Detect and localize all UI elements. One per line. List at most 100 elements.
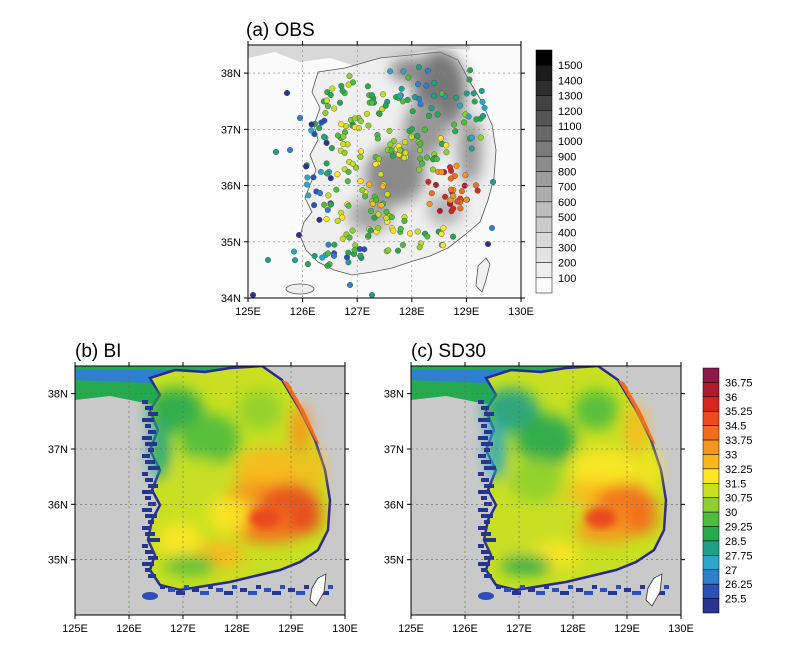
station-dot (424, 233, 431, 240)
station-dot (416, 95, 423, 102)
field-blob (571, 448, 641, 492)
station-dot (325, 250, 332, 257)
gridlines-obs (248, 45, 521, 298)
station-dot (474, 187, 481, 194)
coastal-rim (478, 400, 669, 595)
station-dot (415, 81, 422, 88)
elevation-colorbar-label: 900 (558, 151, 576, 163)
station-dot (331, 105, 338, 112)
elevation-colorbar-bin (535, 125, 553, 142)
coastal-cell (288, 588, 295, 592)
coastal-cell (478, 490, 490, 494)
station-dot (477, 134, 484, 141)
elevation-colorbar-bin (535, 262, 553, 279)
coastal-cell (142, 454, 150, 458)
station-dot (318, 119, 325, 126)
elevation-colorbar-bin (535, 201, 553, 218)
station-dot (323, 216, 330, 223)
temperature-colorbar-bin (702, 483, 720, 498)
coastal-cell (145, 424, 151, 428)
coastal-cell (478, 526, 486, 530)
station-dot (387, 68, 394, 75)
station-dot (470, 90, 477, 97)
coastal-cell (272, 591, 281, 595)
station-dot (303, 163, 310, 170)
coastal-cell (544, 585, 549, 589)
coastal-cell (145, 406, 153, 410)
coastal-cell (142, 490, 154, 494)
station-dot (398, 85, 405, 92)
station-dot (349, 160, 356, 167)
temperature-colorbar-label: 30 (725, 507, 737, 519)
station-dot (341, 149, 348, 156)
station-dot (480, 112, 487, 119)
station-dot (357, 153, 364, 160)
coastal-cell (240, 588, 247, 592)
coastal-cell (142, 400, 148, 404)
station-dot (414, 228, 421, 235)
lon-tick-label: 130E (508, 306, 534, 318)
station-dot (369, 99, 376, 106)
station-dot (485, 240, 492, 247)
coastal-cell (528, 588, 535, 592)
station-dot (432, 181, 439, 188)
station-dot (334, 217, 341, 224)
temperature-colorbar-bin (702, 583, 720, 599)
station-dot (320, 133, 327, 140)
coastal-cell (484, 484, 494, 488)
station-dot (440, 242, 447, 249)
station-dot (448, 186, 455, 193)
station-dot (365, 122, 372, 129)
station-dot (371, 214, 378, 221)
station-dot (426, 112, 433, 119)
coastal-cell (148, 520, 154, 524)
station-dot (265, 257, 272, 264)
tsushima-island (309, 573, 327, 607)
elevation-colorbar-label: 800 (558, 167, 576, 179)
station-dot (362, 193, 369, 200)
station-dot (390, 227, 397, 234)
station-dot (367, 227, 374, 234)
lon-tick-label: 130E (668, 623, 694, 635)
station-dot (454, 198, 461, 205)
station-dot (429, 166, 436, 173)
east-coast-strip (282, 380, 320, 445)
station-dot (327, 91, 334, 98)
map-frame-bi (74, 365, 346, 616)
station-dot (346, 234, 353, 241)
station-dot (489, 224, 496, 231)
station-dot (345, 259, 352, 266)
coastal-cell (616, 585, 621, 589)
coastal-cell (208, 585, 213, 589)
coastal-cell (584, 591, 593, 595)
station-dot (374, 135, 381, 142)
panel-title-bi: (b) BI (75, 341, 121, 362)
elevation-colorbar-label: 500 (558, 212, 576, 224)
coastal-cell (142, 526, 150, 530)
station-dot (284, 89, 291, 96)
station-dot (417, 140, 424, 147)
lon-tick-label: 126E (290, 306, 316, 318)
station-dot (324, 103, 331, 110)
station-dot (355, 125, 362, 132)
map-area-obs (248, 45, 521, 298)
coastal-cell (484, 430, 492, 434)
lat-tick-label: 37N (221, 124, 241, 136)
station-dot (328, 145, 335, 152)
elevation-colorbar-label: 100 (558, 273, 576, 285)
map-frame-obs (247, 44, 522, 299)
station-dot (481, 104, 488, 111)
coastal-cell (142, 544, 148, 548)
station-dot (400, 68, 407, 75)
station-dot (327, 175, 334, 182)
coastal-cell (484, 538, 496, 542)
station-dot (396, 92, 403, 99)
temperature-colorbar-label: 32.25 (725, 464, 753, 476)
station-dot (416, 244, 423, 251)
coastal-cell (142, 562, 154, 566)
station-dot (431, 92, 438, 99)
station-dot (375, 211, 382, 218)
station-dot (373, 197, 380, 204)
station-dot (345, 81, 352, 88)
station-dot (461, 119, 468, 126)
